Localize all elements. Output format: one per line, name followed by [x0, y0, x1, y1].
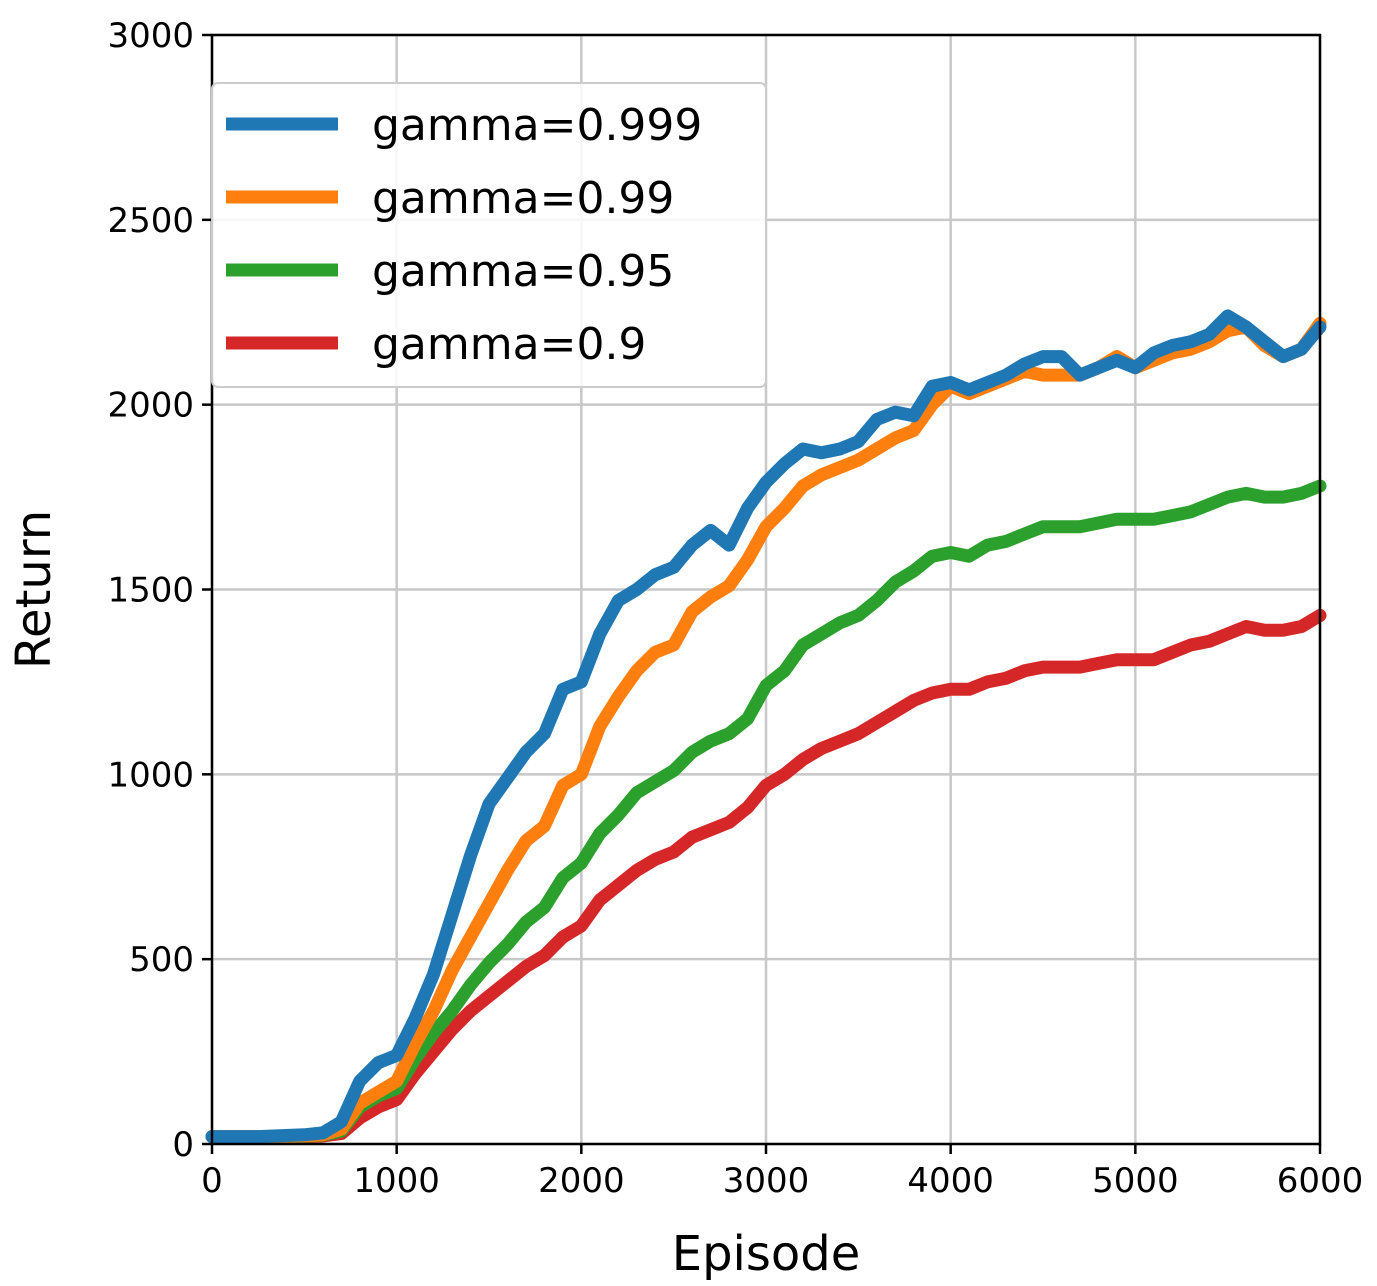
- x-tick-label: 2000: [538, 1161, 625, 1201]
- x-tick-label: 3000: [723, 1161, 810, 1201]
- y-tick-label: 1000: [107, 755, 194, 795]
- x-tick-label: 4000: [907, 1161, 994, 1201]
- series-lines: [205, 309, 1327, 1144]
- legend-label: gamma=0.99: [372, 173, 674, 224]
- x-tick-label: 5000: [1092, 1161, 1179, 1201]
- axis-ticks: 0 1000 2000 3000 4000 5000 6000 0 500 1000 1500 200…: [107, 16, 1363, 1201]
- series-line: [205, 479, 1327, 1144]
- series-line: [205, 309, 1327, 1144]
- legend: gamma=0.999 gamma=0.99 gamma=0.95 gamma=0.9: [211, 82, 767, 388]
- y-axis-title: Return: [6, 510, 62, 669]
- x-axis-title: Episode: [672, 1226, 861, 1282]
- legend-label: gamma=0.9: [372, 319, 646, 370]
- legend-box: [211, 82, 767, 388]
- x-tick-label: 0: [201, 1161, 223, 1201]
- legend-label: gamma=0.999: [372, 100, 702, 151]
- y-tick-label: 3000: [107, 16, 194, 56]
- y-tick-label: 1500: [107, 571, 194, 611]
- x-tick-label: 1000: [353, 1161, 440, 1201]
- y-tick-label: 500: [129, 940, 194, 980]
- legend-label: gamma=0.95: [372, 246, 674, 297]
- y-tick-label: 0: [172, 1125, 194, 1165]
- y-tick-label: 2500: [107, 201, 194, 241]
- series-line: [205, 608, 1327, 1144]
- x-tick-label: 6000: [1277, 1161, 1364, 1201]
- y-tick-label: 2000: [107, 386, 194, 426]
